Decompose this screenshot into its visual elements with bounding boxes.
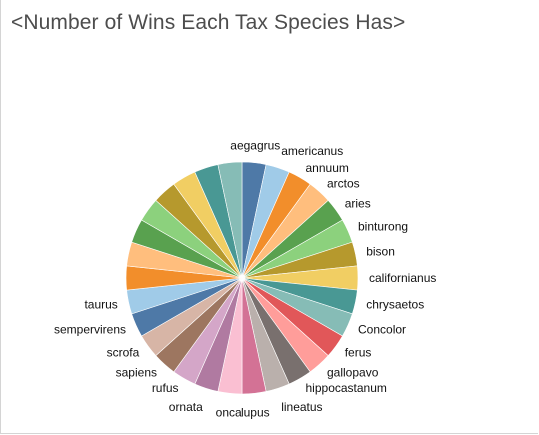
pie-label-scrofa: scrofa <box>107 346 140 360</box>
pie-label-annuum: annuum <box>306 161 349 175</box>
pie-label-onca: onca <box>216 405 242 419</box>
pie-label-concolor: Concolor <box>358 323 406 337</box>
pie-label-arctos: arctos <box>327 177 360 191</box>
pie-label-ornata: ornata <box>169 400 203 414</box>
pie-label-ferus: ferus <box>345 346 372 360</box>
pie-label-gallopavo: gallopavo <box>327 365 379 379</box>
pie-label-lineatus: lineatus <box>281 400 322 414</box>
pie-label-taurus: taurus <box>84 297 117 311</box>
pie-label-sempervirens: sempervirens <box>54 323 126 337</box>
pie-labels: aegagrus americanus annuum arctos aries bintu… <box>54 139 436 420</box>
pie-label-americanus: americanus <box>281 144 343 158</box>
pie-label-californianus: californianus <box>369 271 436 285</box>
pie-label-aegagrus: aegagrus <box>230 139 280 153</box>
pie-label-rufus: rufus <box>152 381 179 395</box>
chart-title: <Number of Wins Each Tax Species Has> <box>11 11 406 34</box>
pie-label-chrysaetos: chrysaetos <box>366 297 424 311</box>
pie-slice-slice-29[interactable] <box>217 161 243 279</box>
pie-label-bison: bison <box>366 245 395 259</box>
pie-label-sapiens: sapiens <box>116 365 157 379</box>
pie-label-lupus: lupus <box>241 405 270 419</box>
pie-label-aries: aries <box>345 196 371 210</box>
pie-label-binturong: binturong <box>358 219 408 233</box>
pie-slices <box>125 161 359 395</box>
pie-label-hippocastanum: hippocastanum <box>306 381 387 395</box>
